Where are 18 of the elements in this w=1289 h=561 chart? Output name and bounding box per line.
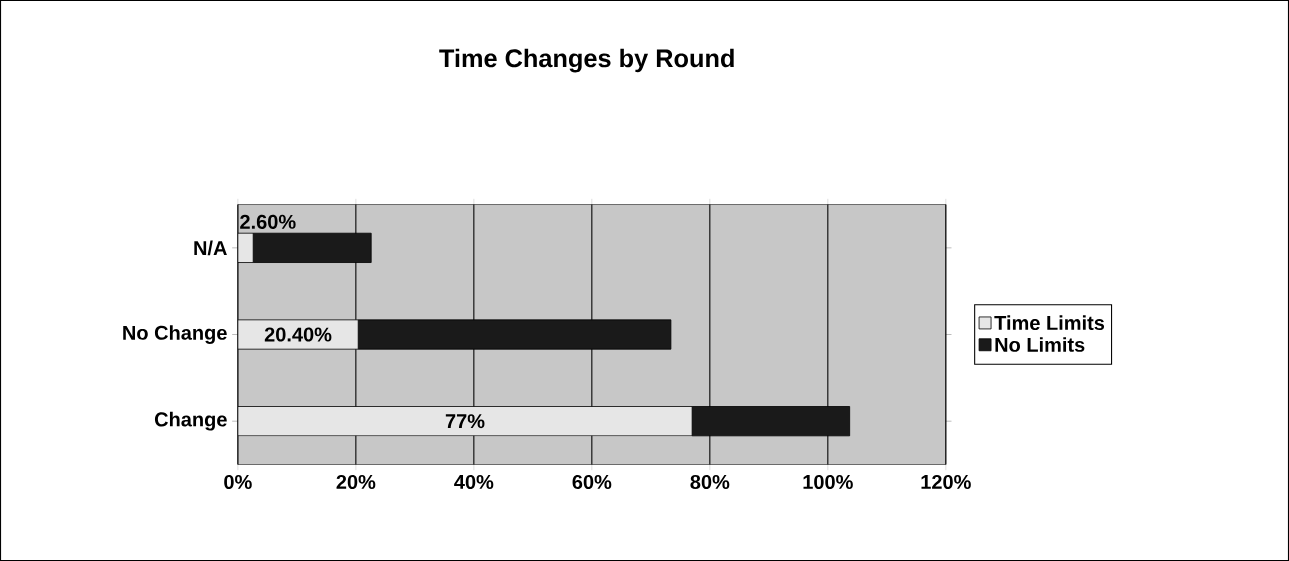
x-tick-label: 60% — [572, 474, 612, 490]
x-tick-label: 0% — [224, 474, 252, 490]
x-tick-label: 40% — [454, 474, 494, 490]
x-tick-label: 80% — [690, 474, 730, 490]
y-tick-label: No Change — [123, 325, 227, 344]
x-tick-label: 120% — [921, 474, 971, 490]
legend-label: Time Limits — [994, 315, 1105, 331]
bar — [237, 406, 693, 437]
legend-label: No Limits — [995, 337, 1085, 352]
data-label: 2.60% — [240, 214, 296, 229]
data-label: 20.40% — [264, 327, 332, 342]
y-tick-label: N/A — [194, 240, 227, 256]
bar — [357, 319, 672, 350]
y-tick-label: Change — [154, 411, 227, 431]
x-tick-label: 100% — [803, 474, 853, 490]
x-tick-label: 20% — [336, 474, 376, 490]
data-label: 77% — [445, 414, 485, 429]
chart-title: Time Changes by Round — [439, 48, 734, 73]
